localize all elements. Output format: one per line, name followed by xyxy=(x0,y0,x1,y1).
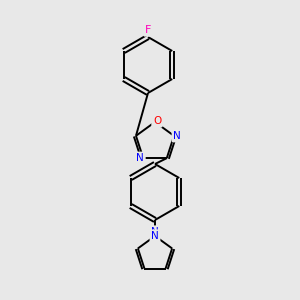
Text: F: F xyxy=(145,25,151,35)
Text: N: N xyxy=(151,231,159,241)
Text: N: N xyxy=(151,227,159,237)
Text: O: O xyxy=(153,116,161,126)
Text: N: N xyxy=(136,153,144,163)
Text: N: N xyxy=(173,131,181,141)
